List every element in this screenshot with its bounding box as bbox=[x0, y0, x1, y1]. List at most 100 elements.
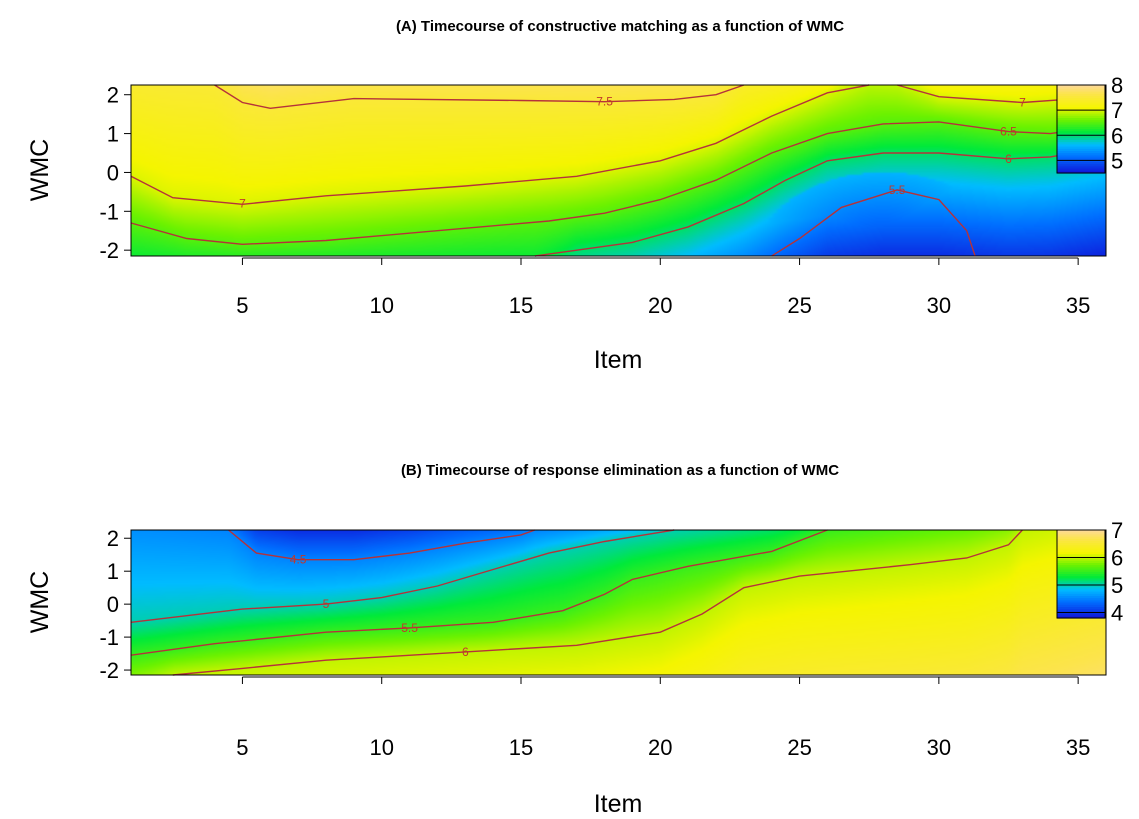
contour-lines: 4.5 5 5.5 6 bbox=[130, 529, 1023, 676]
contour-line bbox=[130, 84, 870, 206]
legend-swatch bbox=[1057, 578, 1105, 582]
contour-label: 6.5 bbox=[1000, 125, 1017, 139]
contour-label: 4.5 bbox=[290, 553, 307, 567]
legend-swatch bbox=[1057, 124, 1105, 128]
legend-swatch bbox=[1057, 144, 1105, 148]
x-tick-label: 20 bbox=[648, 735, 672, 760]
legend-swatch bbox=[1057, 140, 1105, 143]
legend-swatch bbox=[1057, 563, 1105, 566]
legend-swatch bbox=[1057, 104, 1105, 108]
contour-label: 5.5 bbox=[889, 183, 906, 197]
contour-label: 6 bbox=[462, 645, 469, 659]
legend-label: 7 bbox=[1111, 518, 1123, 543]
legend-swatch bbox=[1057, 593, 1105, 597]
legend-swatch bbox=[1057, 135, 1105, 139]
y-tick-label: -2 bbox=[99, 658, 119, 683]
legend-swatch bbox=[1057, 609, 1105, 612]
y-tick-label: -1 bbox=[99, 625, 119, 650]
legend-swatch bbox=[1057, 122, 1105, 126]
x-tick-label: 35 bbox=[1066, 293, 1090, 318]
legend-swatch bbox=[1057, 554, 1105, 557]
legend-swatch bbox=[1057, 589, 1105, 593]
contour-line bbox=[130, 121, 1107, 246]
legend-swatch bbox=[1057, 102, 1105, 106]
legend-swatch bbox=[1057, 131, 1105, 134]
legend-label: 5 bbox=[1111, 148, 1123, 173]
y-tick-label: -1 bbox=[99, 199, 119, 224]
legend-swatch bbox=[1057, 142, 1105, 145]
legend-swatch bbox=[1057, 164, 1105, 167]
legend-swatch bbox=[1057, 155, 1105, 159]
legend-swatch bbox=[1057, 547, 1105, 551]
legend-swatch bbox=[1057, 571, 1105, 575]
legend-swatch bbox=[1057, 120, 1105, 123]
y-tick-label: -2 bbox=[99, 238, 119, 263]
x-tick-label: 30 bbox=[927, 293, 951, 318]
legend-swatch bbox=[1057, 580, 1105, 584]
contour-line bbox=[214, 84, 745, 110]
legend-label: 8 bbox=[1111, 73, 1123, 98]
legend-swatch bbox=[1057, 552, 1105, 555]
legend-swatch bbox=[1057, 126, 1105, 130]
legend-swatch bbox=[1057, 129, 1105, 132]
x-tick-label: 15 bbox=[509, 293, 533, 318]
legend-swatch bbox=[1057, 600, 1105, 604]
y-tick-label: 2 bbox=[107, 526, 119, 551]
legend-swatch bbox=[1057, 100, 1105, 104]
plot-frame bbox=[130, 529, 1107, 676]
y-tick-label: 1 bbox=[107, 122, 119, 147]
x-tick-label: 30 bbox=[927, 735, 951, 760]
legend-swatch bbox=[1057, 93, 1105, 97]
legend-swatch bbox=[1057, 85, 1105, 88]
legend-label: 4 bbox=[1111, 601, 1123, 626]
x-tick-label: 10 bbox=[369, 735, 393, 760]
x-tick-label: 20 bbox=[648, 293, 672, 318]
x-tick-label: 10 bbox=[369, 293, 393, 318]
x-axis: 5 10 15 20 25 30 35 bbox=[236, 676, 1090, 760]
y-axis: 2 1 0 -1 -2 bbox=[99, 526, 131, 683]
legend-swatch bbox=[1057, 585, 1105, 588]
chart-title: (B) Timecourse of response elimination a… bbox=[401, 462, 839, 479]
legend-swatch bbox=[1057, 569, 1105, 573]
contour-label: 7 bbox=[239, 197, 246, 211]
contour-line bbox=[228, 529, 536, 561]
legend-swatch bbox=[1057, 576, 1105, 579]
legend-label: 7 bbox=[1111, 98, 1123, 123]
legend-swatch bbox=[1057, 87, 1105, 90]
legend-label: 6 bbox=[1111, 123, 1123, 148]
legend-swatch bbox=[1057, 157, 1105, 161]
contour-label: 6 bbox=[1005, 152, 1012, 166]
legend-swatch bbox=[1057, 604, 1105, 608]
y-tick-label: 0 bbox=[107, 592, 119, 617]
legend-swatch bbox=[1057, 565, 1105, 568]
legend-swatch bbox=[1057, 596, 1105, 599]
legend-swatch bbox=[1057, 118, 1105, 121]
contour-label: 7 bbox=[1019, 95, 1026, 109]
legend-swatch bbox=[1057, 113, 1105, 117]
legend-swatch bbox=[1057, 536, 1105, 540]
contour-line bbox=[130, 529, 828, 656]
legend-swatch bbox=[1057, 137, 1105, 141]
x-axis-label: Item bbox=[594, 346, 643, 374]
legend-label: 5 bbox=[1111, 573, 1123, 598]
legend-swatch bbox=[1057, 582, 1105, 586]
legend-swatch bbox=[1057, 151, 1105, 154]
legend-swatch bbox=[1057, 166, 1105, 170]
legend-swatch bbox=[1057, 543, 1105, 546]
x-tick-label: 25 bbox=[787, 293, 811, 318]
x-axis: 5 10 15 20 25 30 35 bbox=[236, 257, 1090, 318]
chart-title: (A) Timecourse of constructive matching … bbox=[396, 18, 844, 35]
chart-panel-a: (A) Timecourse of constructive matching … bbox=[26, 18, 1123, 374]
legend-swatch bbox=[1057, 574, 1105, 577]
contour-line bbox=[534, 146, 1107, 257]
heatmap-surface bbox=[131, 530, 1106, 675]
contour-label: 5.5 bbox=[401, 621, 418, 635]
legend-swatch bbox=[1057, 532, 1105, 535]
contour-label: 7.5 bbox=[596, 95, 613, 109]
legend-swatch bbox=[1057, 534, 1105, 538]
legend-swatch bbox=[1057, 530, 1105, 533]
legend-swatch bbox=[1057, 538, 1105, 542]
legend-swatch bbox=[1057, 153, 1105, 156]
